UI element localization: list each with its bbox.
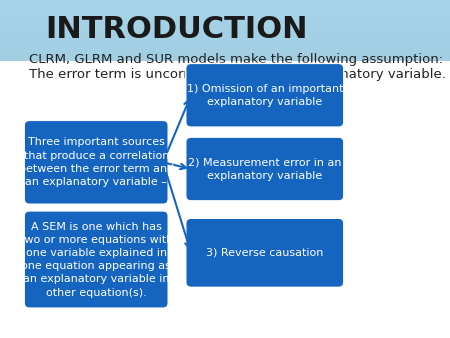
Text: CLRM, GLRM and SUR models make the following assumption:
The error term is uncor: CLRM, GLRM and SUR models make the follo… (30, 53, 446, 81)
Text: Three important sources
that produce a correlation
between the error term and
an: Three important sources that produce a c… (18, 138, 174, 187)
Text: 1) Omission of an important
explanatory variable: 1) Omission of an important explanatory … (187, 83, 343, 107)
FancyBboxPatch shape (24, 211, 168, 308)
FancyBboxPatch shape (186, 218, 344, 287)
FancyBboxPatch shape (24, 120, 168, 204)
Text: INTRODUCTION: INTRODUCTION (46, 15, 308, 44)
FancyBboxPatch shape (186, 64, 344, 127)
Text: 2) Measurement error in an
explanatory variable: 2) Measurement error in an explanatory v… (188, 158, 342, 180)
Text: 3) Reverse causation: 3) Reverse causation (206, 248, 324, 258)
FancyBboxPatch shape (186, 137, 344, 201)
Text: A SEM is one which has
two or more equations with
one variable explained in
one : A SEM is one which has two or more equat… (19, 221, 173, 297)
